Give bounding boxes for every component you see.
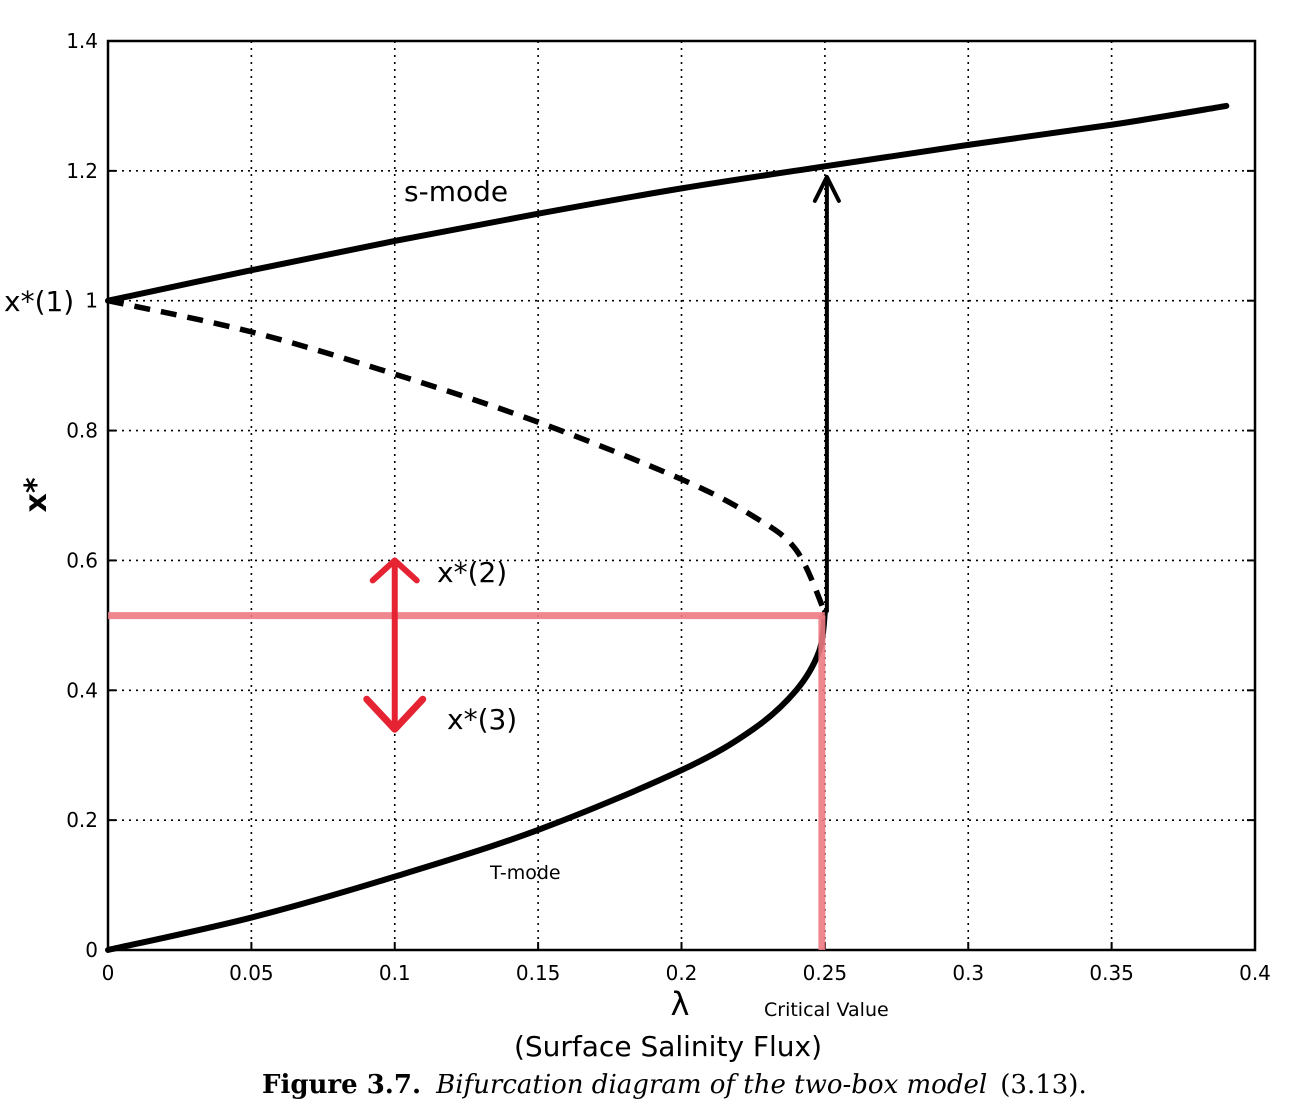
- series-group: [105, 102, 1230, 953]
- y-tick-label: 1.2: [66, 159, 98, 183]
- y-tick-label: 0: [85, 938, 98, 962]
- red-arrow-down-head: [363, 695, 427, 733]
- y-tick-label: 0.6: [66, 548, 98, 572]
- annotation-overlay: [108, 174, 841, 950]
- red-arrow-up-head: [369, 557, 420, 584]
- series-t-mode-line: [105, 609, 828, 953]
- x2-label: x*(2): [437, 556, 507, 589]
- x-tick-label: 0.3: [952, 961, 984, 985]
- caption-ref: (3.13).: [1000, 1070, 1086, 1100]
- critical-value-label: Critical Value: [764, 999, 889, 1021]
- x-tick-label: 0.05: [229, 961, 274, 985]
- x1-label: x*(1): [4, 285, 74, 318]
- x-tick-label: 0.35: [1089, 961, 1134, 985]
- y-axis-label: x*: [19, 477, 54, 512]
- x-tick-label: 0.2: [666, 961, 698, 985]
- y-tick-label: 0.8: [66, 419, 98, 443]
- t-mode-label: T-mode: [489, 862, 561, 884]
- x-tick-label: 0.15: [516, 961, 561, 985]
- y-tick-label: 1: [85, 289, 98, 313]
- x-tick-label: 0.25: [803, 961, 848, 985]
- y-tick-label: 0.2: [66, 808, 98, 832]
- caption-text: Bifurcation diagram of the two-box model: [435, 1070, 987, 1100]
- x-axis-sublabel: (Surface Salinity Flux): [514, 1030, 822, 1063]
- y-tick-label: 0.4: [66, 678, 98, 702]
- jump-arrow-head: [812, 174, 841, 203]
- series-unstable-branch-line: [107, 298, 828, 614]
- x-tick-label: 0: [102, 961, 115, 985]
- caption-label: Figure 3.7.: [262, 1070, 421, 1100]
- x-axis-label: λ: [671, 985, 690, 1023]
- figure-caption: Figure 3.7. Bifurcation diagram of the t…: [262, 1070, 1087, 1100]
- x3-label: x*(3): [447, 703, 517, 736]
- x-tick-label: 0.4: [1239, 961, 1271, 985]
- series-s-mode-line: [105, 102, 1230, 304]
- x-tick-label: 0.1: [379, 961, 411, 985]
- y-tick-label: 1.4: [66, 29, 98, 53]
- s-mode-label: s-mode: [404, 175, 508, 208]
